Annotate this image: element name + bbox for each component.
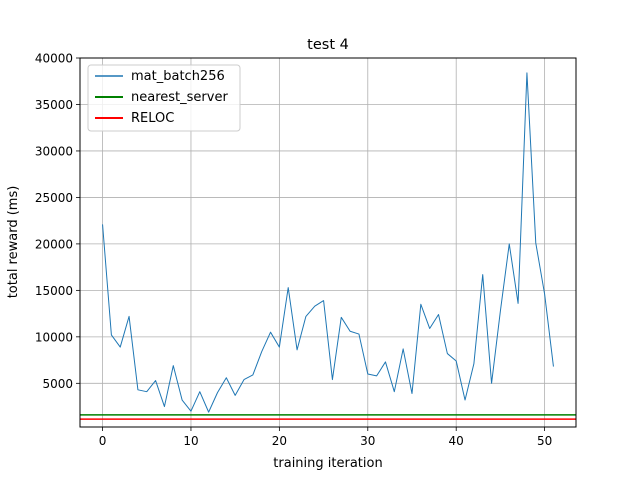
legend: mat_batch256 nearest_server RELOC <box>87 64 241 132</box>
legend-label-mat-batch256: mat_batch256 <box>131 69 225 84</box>
y-tick-label: 15000 <box>35 284 73 298</box>
chart-title: test 4 <box>307 37 349 53</box>
y-tick-label: 20000 <box>35 237 73 251</box>
legend-label-reloc: RELOC <box>131 111 174 126</box>
y-tick-label: 40000 <box>35 52 73 66</box>
x-tick-label: 40 <box>449 434 464 448</box>
x-tick-label: 0 <box>99 434 107 448</box>
y-tick-label: 25000 <box>35 191 73 205</box>
plot-frame <box>79 57 577 428</box>
x-axis-ticks: 0 10 20 30 40 50 <box>99 427 552 448</box>
y-tick-label: 35000 <box>35 98 73 112</box>
x-tick-label: 30 <box>360 434 375 448</box>
x-tick-label: 10 <box>183 434 198 448</box>
plot-series <box>80 72 576 420</box>
y-tick-label: 30000 <box>35 144 73 158</box>
series-line-mat-batch256 <box>102 72 554 413</box>
legend-box <box>87 64 241 132</box>
x-axis-label: training iteration <box>273 456 382 471</box>
x-tick-label: 20 <box>272 434 287 448</box>
y-axis-ticks: 5000 10000 15000 20000 25000 30000 35000 40000 <box>35 52 80 391</box>
legend-label-nearest-server: nearest_server <box>131 90 228 105</box>
y-axis-label: total reward (ms) <box>6 186 21 299</box>
y-tick-label: 5000 <box>42 377 73 391</box>
x-tick-label: 50 <box>537 434 552 448</box>
y-tick-label: 10000 <box>35 330 73 344</box>
